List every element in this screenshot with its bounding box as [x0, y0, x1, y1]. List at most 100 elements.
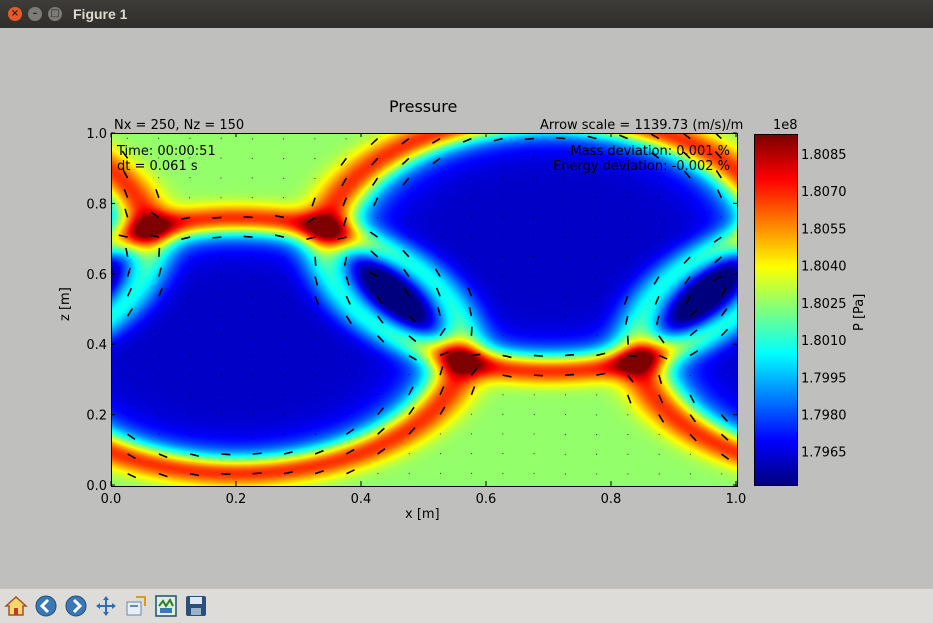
velocity-arrow — [686, 296, 690, 304]
colorbar — [754, 134, 798, 486]
window-close-button[interactable]: × — [8, 7, 22, 21]
velocity-arrow — [315, 277, 317, 286]
velocity-arrow — [156, 189, 159, 197]
pan-button[interactable] — [93, 593, 119, 619]
velocity-arrow — [525, 139, 534, 140]
colorbar-tick-label: 1.8070 — [801, 185, 847, 200]
velocity-arrow — [659, 454, 660, 455]
velocity-arrow — [432, 139, 440, 144]
velocity-arrow — [721, 454, 728, 459]
velocity-arrow — [440, 352, 448, 356]
time-label: Time: 00:00:51 — [117, 144, 216, 159]
velocity-arrow — [409, 355, 417, 360]
velocity-arrow — [651, 134, 659, 139]
velocity-arrow — [628, 375, 634, 382]
velocity-arrow — [627, 197, 628, 198]
velocity-arrow — [565, 375, 574, 376]
velocity-arrow — [128, 335, 129, 336]
velocity-arrow — [657, 316, 659, 325]
colorbar-tick-label: 1.7995 — [801, 371, 847, 386]
velocity-arrow — [159, 454, 167, 457]
velocity-arrow — [346, 336, 347, 337]
save-button[interactable] — [183, 593, 209, 619]
velocity-arrow — [690, 237, 691, 238]
back-button[interactable] — [33, 593, 59, 619]
window-minimize-button[interactable]: – — [28, 7, 42, 21]
velocity-arrow — [342, 178, 346, 186]
velocity-arrow — [440, 217, 441, 218]
velocity-arrow — [244, 217, 253, 218]
velocity-arrow — [534, 375, 543, 376]
velocity-arrow — [659, 395, 663, 403]
velocity-arrow — [315, 471, 324, 474]
velocity-arrow — [690, 310, 697, 316]
velocity-arrow — [409, 428, 415, 435]
subplots-button[interactable] — [153, 593, 179, 619]
velocity-arrow — [125, 209, 128, 218]
velocity-arrow — [440, 453, 441, 454]
velocity-arrow — [471, 368, 477, 375]
velocity-arrow — [409, 407, 414, 414]
velocity-arrow — [471, 237, 472, 238]
velocity-arrow — [346, 355, 347, 356]
forward-button[interactable] — [63, 593, 89, 619]
velocity-arrow — [440, 237, 441, 238]
save-icon — [184, 594, 208, 618]
home-icon — [4, 594, 28, 618]
velocity-arrow — [284, 452, 293, 454]
velocity-arrow — [690, 351, 698, 356]
velocity-arrow — [721, 309, 726, 316]
subplots-icon — [154, 594, 178, 618]
velocity-arrow — [471, 473, 472, 474]
y-tick-label: 0.6 — [86, 268, 107, 283]
velocity-arrow — [159, 395, 160, 396]
velocity-arrow — [346, 429, 353, 434]
velocity-arrow — [440, 328, 445, 335]
velocity-arrow — [714, 237, 721, 242]
colorbar-label: P [Pa] — [852, 294, 867, 331]
zoom-button[interactable] — [123, 593, 149, 619]
velocity-arrow — [150, 235, 159, 237]
velocity-arrow — [721, 434, 728, 440]
velocity-arrow — [315, 257, 316, 266]
velocity-arrow — [596, 373, 605, 375]
colorbar-multiplier: 1e8 — [773, 118, 798, 133]
velocity-arrow — [306, 237, 315, 239]
velocity-arrow — [284, 375, 285, 376]
velocity-arrow — [346, 470, 354, 474]
velocity-arrow — [503, 473, 504, 474]
velocity-arrow — [403, 178, 409, 185]
velocity-arrow — [128, 474, 136, 478]
velocity-arrow — [503, 355, 512, 357]
velocity-arrow — [654, 277, 659, 285]
velocity-arrow — [370, 232, 377, 237]
velocity-arrow — [502, 217, 503, 218]
y-tick-label: 0.8 — [86, 197, 107, 212]
velocity-arrow — [471, 386, 474, 394]
velocity-arrow — [440, 366, 442, 375]
velocity-arrow — [469, 307, 471, 316]
velocity-arrow — [684, 257, 690, 264]
velocity-arrow — [275, 216, 284, 218]
colorbar-tick-label: 1.7965 — [801, 446, 847, 461]
velocity-arrow — [438, 307, 440, 316]
velocity-arrow — [378, 449, 385, 454]
velocity-arrow — [253, 473, 262, 474]
velocity-arrow — [159, 474, 168, 477]
velocity-arrow — [409, 387, 413, 395]
velocity-arrow — [378, 296, 382, 304]
velocity-arrow — [628, 454, 629, 455]
velocity-arrow — [683, 134, 690, 139]
velocity-arrow — [471, 198, 472, 199]
y-tick-label: 1.0 — [86, 127, 107, 142]
grid-size-label: Nx = 250, Nz = 150 — [114, 118, 244, 133]
y-tick-label: 0.0 — [86, 479, 107, 494]
x-tick-label: 0.0 — [101, 492, 122, 507]
home-button[interactable] — [3, 593, 29, 619]
plot-area[interactable]: Time: 00:00:51 dt = 0.061 s Mass deviati… — [111, 133, 738, 487]
velocity-arrow — [628, 474, 629, 475]
velocity-quiver — [112, 134, 737, 486]
velocity-arrow — [338, 237, 347, 239]
velocity-arrow — [471, 217, 472, 218]
window-maximize-button[interactable]: □ — [48, 7, 62, 21]
